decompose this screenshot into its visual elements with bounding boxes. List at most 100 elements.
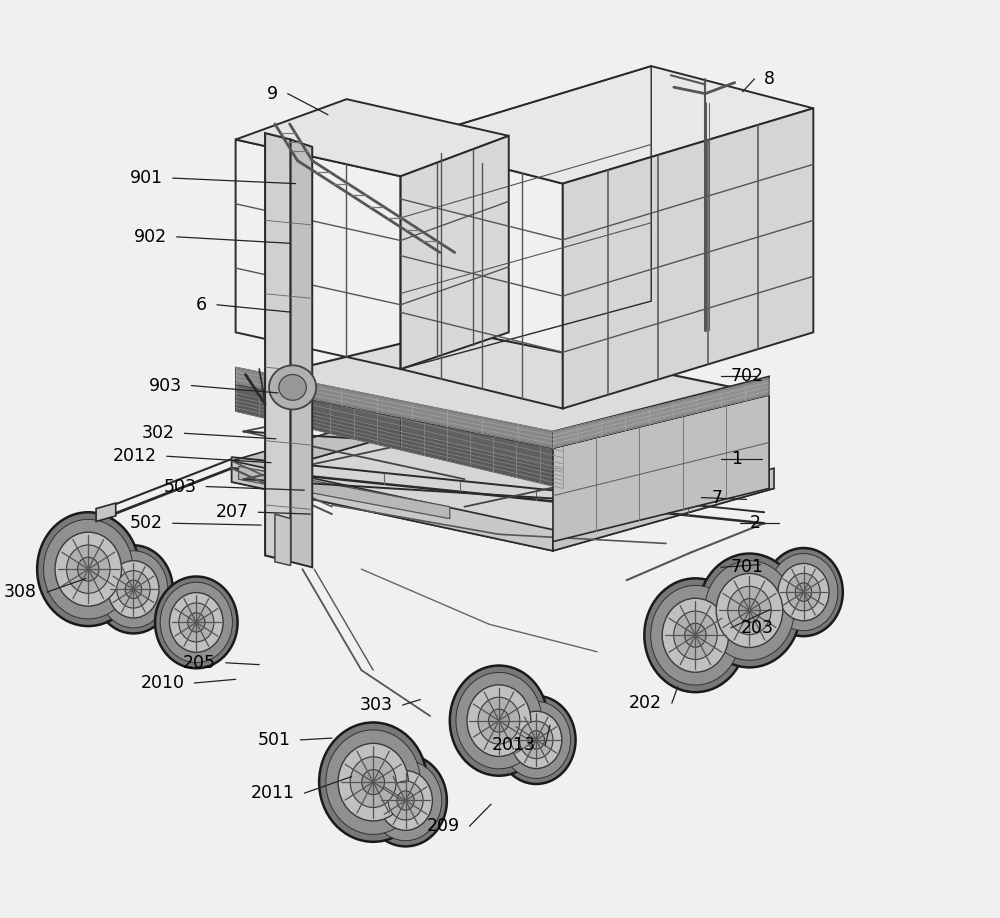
Polygon shape bbox=[401, 406, 563, 470]
Ellipse shape bbox=[338, 744, 408, 821]
Ellipse shape bbox=[78, 557, 99, 581]
Ellipse shape bbox=[478, 698, 520, 744]
Ellipse shape bbox=[125, 580, 142, 599]
Polygon shape bbox=[236, 99, 509, 176]
Text: 1: 1 bbox=[731, 450, 742, 468]
Ellipse shape bbox=[319, 722, 427, 842]
Ellipse shape bbox=[705, 561, 794, 660]
Text: 203: 203 bbox=[741, 619, 774, 637]
Text: 501: 501 bbox=[258, 731, 291, 749]
Polygon shape bbox=[291, 140, 312, 567]
Text: 901: 901 bbox=[130, 169, 163, 187]
Polygon shape bbox=[236, 330, 769, 448]
Ellipse shape bbox=[55, 532, 121, 606]
Ellipse shape bbox=[716, 574, 783, 647]
Ellipse shape bbox=[67, 545, 110, 593]
Text: 702: 702 bbox=[731, 367, 764, 386]
Text: 903: 903 bbox=[148, 376, 182, 395]
Ellipse shape bbox=[528, 731, 545, 749]
Ellipse shape bbox=[662, 599, 729, 672]
Ellipse shape bbox=[698, 554, 801, 667]
Polygon shape bbox=[232, 418, 774, 551]
Ellipse shape bbox=[155, 577, 238, 668]
Ellipse shape bbox=[160, 582, 232, 663]
Ellipse shape bbox=[502, 701, 571, 778]
Polygon shape bbox=[553, 468, 774, 551]
Polygon shape bbox=[275, 514, 291, 565]
Ellipse shape bbox=[117, 571, 150, 608]
Text: 209: 209 bbox=[426, 817, 460, 835]
Ellipse shape bbox=[450, 666, 548, 776]
Text: 2: 2 bbox=[749, 514, 760, 532]
Circle shape bbox=[269, 365, 316, 409]
Text: 2011: 2011 bbox=[251, 784, 295, 802]
Text: 2013: 2013 bbox=[491, 736, 535, 755]
Ellipse shape bbox=[188, 613, 205, 633]
Polygon shape bbox=[553, 376, 769, 448]
Ellipse shape bbox=[326, 730, 420, 834]
Ellipse shape bbox=[685, 623, 706, 647]
Ellipse shape bbox=[379, 771, 432, 830]
Polygon shape bbox=[96, 503, 116, 521]
Ellipse shape bbox=[169, 593, 223, 652]
Ellipse shape bbox=[651, 586, 740, 685]
Ellipse shape bbox=[44, 520, 133, 619]
Ellipse shape bbox=[350, 756, 396, 808]
Text: 6: 6 bbox=[196, 296, 207, 314]
Polygon shape bbox=[553, 378, 769, 448]
Polygon shape bbox=[265, 133, 291, 562]
Text: 207: 207 bbox=[215, 503, 248, 521]
Ellipse shape bbox=[764, 548, 843, 636]
Ellipse shape bbox=[769, 554, 838, 631]
Circle shape bbox=[279, 375, 306, 400]
Ellipse shape bbox=[364, 755, 447, 846]
Ellipse shape bbox=[369, 760, 442, 841]
Text: 502: 502 bbox=[130, 514, 163, 532]
Polygon shape bbox=[563, 108, 813, 409]
Text: 303: 303 bbox=[360, 696, 393, 714]
Polygon shape bbox=[239, 466, 450, 519]
Ellipse shape bbox=[179, 603, 214, 642]
Ellipse shape bbox=[520, 722, 553, 758]
Ellipse shape bbox=[99, 551, 168, 628]
Ellipse shape bbox=[37, 512, 139, 626]
Text: 2010: 2010 bbox=[141, 674, 185, 692]
Text: 7: 7 bbox=[711, 488, 722, 507]
Text: 8: 8 bbox=[764, 70, 775, 88]
Text: 302: 302 bbox=[142, 424, 175, 442]
Ellipse shape bbox=[497, 696, 576, 784]
Text: 503: 503 bbox=[163, 477, 196, 496]
Text: 902: 902 bbox=[134, 228, 167, 246]
Polygon shape bbox=[401, 431, 563, 488]
Ellipse shape bbox=[739, 599, 760, 622]
Text: 205: 205 bbox=[183, 654, 216, 672]
Text: 2012: 2012 bbox=[113, 447, 157, 465]
Ellipse shape bbox=[489, 709, 509, 733]
Polygon shape bbox=[236, 393, 401, 450]
Polygon shape bbox=[232, 397, 455, 482]
Ellipse shape bbox=[795, 583, 812, 601]
Ellipse shape bbox=[674, 611, 717, 659]
Ellipse shape bbox=[362, 769, 385, 795]
Ellipse shape bbox=[397, 790, 414, 810]
Polygon shape bbox=[401, 66, 813, 184]
Ellipse shape bbox=[388, 781, 423, 820]
Polygon shape bbox=[236, 369, 401, 431]
Ellipse shape bbox=[778, 564, 829, 621]
Ellipse shape bbox=[644, 578, 747, 692]
Ellipse shape bbox=[456, 672, 542, 769]
Text: 202: 202 bbox=[629, 694, 662, 712]
Ellipse shape bbox=[94, 545, 173, 633]
Text: 701: 701 bbox=[731, 558, 764, 577]
Polygon shape bbox=[236, 367, 553, 448]
Ellipse shape bbox=[108, 561, 159, 618]
Polygon shape bbox=[401, 136, 509, 369]
Ellipse shape bbox=[787, 574, 820, 610]
Ellipse shape bbox=[728, 587, 771, 634]
Polygon shape bbox=[232, 461, 553, 551]
Ellipse shape bbox=[467, 685, 531, 756]
Text: 308: 308 bbox=[4, 583, 37, 601]
Text: 9: 9 bbox=[267, 84, 278, 103]
Ellipse shape bbox=[511, 711, 562, 768]
Polygon shape bbox=[553, 395, 769, 542]
